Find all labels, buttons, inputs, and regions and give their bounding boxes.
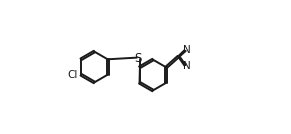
Text: S: S [134, 52, 142, 65]
Text: Cl: Cl [67, 70, 78, 80]
Text: N: N [183, 61, 191, 71]
Text: N: N [183, 45, 191, 55]
